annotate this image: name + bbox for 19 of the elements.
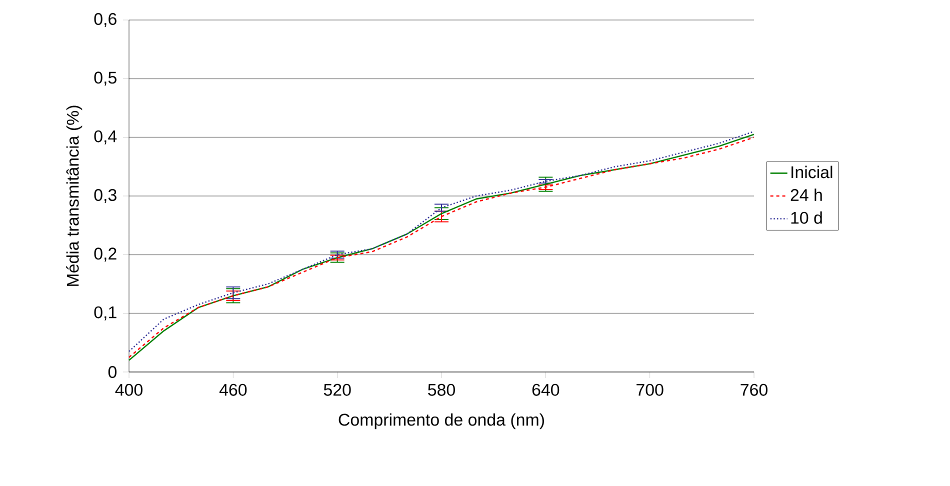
legend-label: 10 d (791, 211, 822, 224)
y-tick-label: 0,5 (94, 72, 116, 86)
y-tick-label: 0,2 (94, 248, 116, 262)
x-tick-label: 580 (428, 384, 455, 396)
x-axis-title: Comprimento de onda (nm) (338, 413, 544, 430)
legend-label: Inicial (792, 166, 832, 178)
x-tick-label: 700 (636, 384, 664, 396)
y-tick-label: 0,6 (94, 12, 116, 27)
x-tick-label: 640 (532, 384, 560, 396)
x-tick-label: 520 (324, 384, 351, 396)
y-tick-label: 0,4 (94, 130, 117, 144)
y-tick-label: 0,1 (94, 306, 116, 320)
y-tick-label: 0 (108, 366, 117, 378)
legend-label: 24 h (790, 188, 822, 201)
x-tick-label: 760 (740, 384, 768, 396)
x-tick-label: 400 (115, 384, 142, 396)
x-tick-label: 460 (219, 384, 247, 396)
y-axis-title: Média transmitância (%) (66, 106, 82, 286)
y-tick-label: 0,3 (94, 188, 116, 203)
